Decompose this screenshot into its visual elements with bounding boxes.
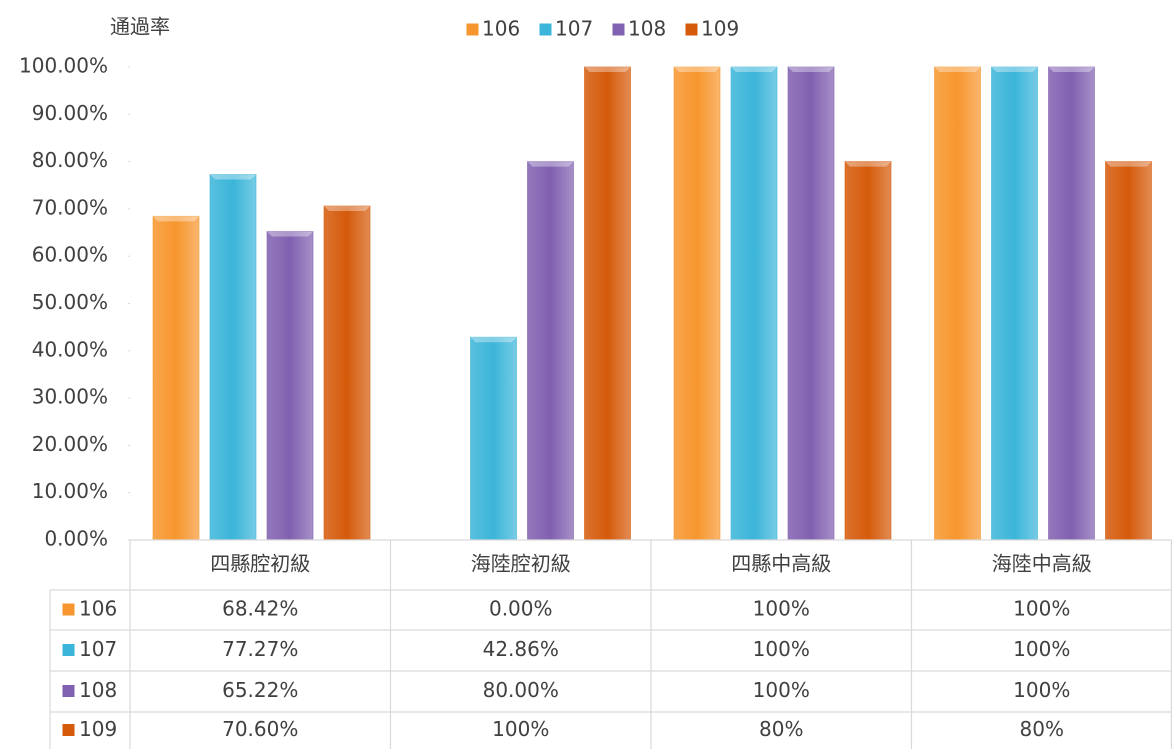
table-cell: 100%: [1013, 637, 1070, 661]
bar: [991, 66, 1038, 541]
bar-bevel: [934, 67, 981, 72]
bar: [934, 66, 981, 541]
y-tick-label: 80.00%: [32, 148, 108, 172]
y-tick-label: 60.00%: [32, 243, 108, 267]
table-cell: 100%: [753, 637, 810, 661]
bar: [1048, 66, 1095, 541]
y-tick-label: 20.00%: [32, 432, 108, 456]
y-tick-label: 40.00%: [32, 337, 108, 361]
table-legend-swatch: [61, 602, 76, 617]
x-tick-label: 海陸腔初級: [471, 552, 571, 576]
bar-bevel: [527, 161, 574, 167]
bar: [266, 231, 314, 541]
bar-bevel: [731, 67, 777, 72]
bar-bevel: [324, 206, 370, 212]
bar: [470, 336, 517, 541]
x-tick-label: 海陸中高級: [992, 552, 1092, 576]
y-tick-label: 70.00%: [32, 195, 108, 219]
legend-label: 107: [555, 17, 593, 41]
bar-bevel: [153, 216, 199, 222]
legend-label: 106: [482, 17, 520, 41]
table-cell: 100%: [1013, 597, 1070, 621]
table-legend-swatch: [61, 643, 76, 657]
bar-bevel: [674, 67, 720, 72]
x-tick-label: 四縣腔初級: [210, 552, 310, 576]
bar-bevel: [470, 337, 517, 343]
bar-bevel: [1105, 161, 1152, 167]
table-cell: 68.42%: [222, 597, 298, 621]
table-legend-swatch: [61, 723, 76, 737]
bar-bevel: [267, 231, 313, 237]
bar-bevel: [210, 174, 256, 180]
bar-bevel: [788, 67, 834, 72]
table-row-label: 109: [79, 717, 117, 741]
table-cell: 77.27%: [222, 637, 298, 661]
x-tick-label: 四縣中高級: [731, 552, 831, 576]
table-cell: 80%: [1020, 717, 1064, 741]
table-cell: 0.00%: [489, 597, 553, 621]
legend-swatch: [611, 22, 626, 37]
y-tick-label: 50.00%: [32, 290, 108, 314]
table-row-label: 106: [79, 597, 117, 621]
y-tick-label: 0.00%: [44, 527, 108, 551]
table-row-label: 108: [79, 678, 117, 702]
table-cell: 42.86%: [483, 637, 559, 661]
table-cell: 100%: [753, 678, 810, 702]
legend-swatch: [538, 22, 553, 37]
bar-bevel: [584, 67, 631, 72]
bar: [584, 66, 631, 541]
y-tick-label: 100.00%: [19, 54, 108, 78]
legend-label: 109: [701, 17, 739, 41]
table-cell: 80.00%: [483, 678, 559, 702]
bar: [209, 174, 257, 541]
legend-label: 108: [628, 17, 666, 41]
bar: [152, 215, 200, 541]
table-cell: 100%: [753, 597, 810, 621]
y-tick-label: 30.00%: [32, 385, 108, 409]
bar: [673, 66, 721, 541]
table-row-label: 107: [79, 637, 117, 661]
bar: [527, 161, 574, 541]
y-tick-label: 10.00%: [32, 479, 108, 503]
bar-bevel: [1048, 67, 1095, 72]
table-cell: 65.22%: [222, 678, 298, 702]
table-cell: 100%: [492, 717, 549, 741]
table-cell: 100%: [1013, 678, 1070, 702]
bar: [844, 161, 892, 541]
bar-bevel: [991, 67, 1038, 72]
legend-swatch: [684, 22, 699, 37]
y-axis-title: 通過率: [110, 15, 170, 39]
table-legend-swatch: [61, 684, 76, 698]
bar: [323, 205, 371, 541]
bar: [730, 66, 778, 541]
table-cell: 70.60%: [222, 717, 298, 741]
bar: [787, 66, 835, 541]
bar-bevel: [845, 161, 891, 167]
table-cell: 80%: [759, 717, 803, 741]
y-tick-label: 90.00%: [32, 101, 108, 125]
bar: [1105, 161, 1152, 541]
legend-swatch: [465, 22, 480, 37]
